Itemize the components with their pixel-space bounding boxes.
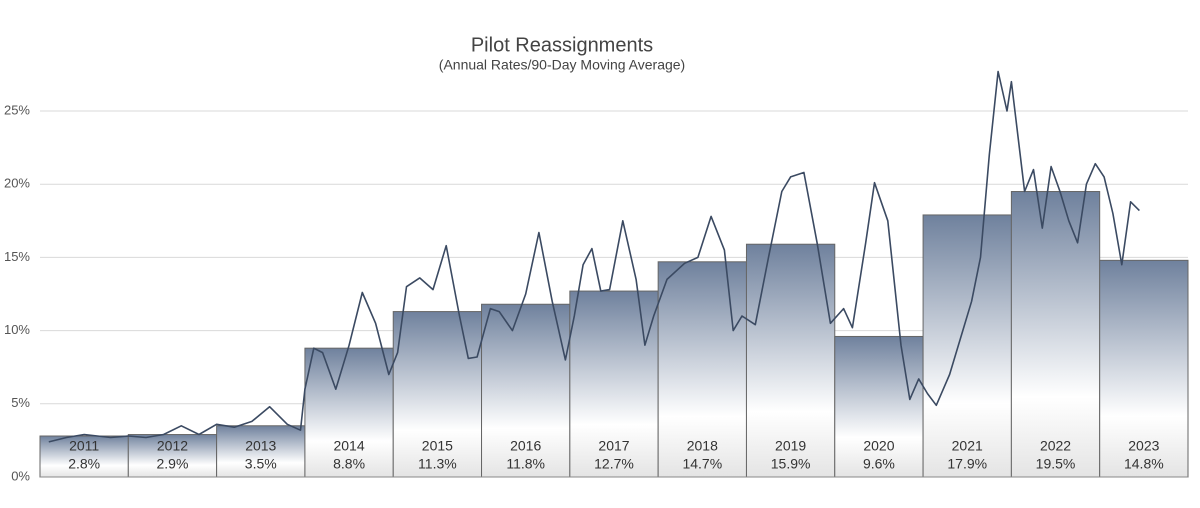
value-label: 2.8% <box>68 456 100 472</box>
bar <box>657 261 747 478</box>
bar <box>304 347 394 478</box>
y-tick-label: 15% <box>4 249 30 264</box>
bar <box>392 311 483 478</box>
value-label: 11.3% <box>418 456 457 472</box>
y-tick-label: 10% <box>4 322 30 337</box>
chart-subtitle: (Annual Rates/90-Day Moving Average) <box>439 57 685 73</box>
category-label: 2016 <box>510 438 541 454</box>
value-label: 14.7% <box>682 456 722 472</box>
value-label: 17.9% <box>947 456 987 472</box>
value-label: 2.9% <box>157 456 189 472</box>
category-label: 2019 <box>775 438 806 454</box>
category-label: 2020 <box>863 438 894 454</box>
value-label: 14.8% <box>1124 456 1164 472</box>
bar <box>1099 259 1189 478</box>
bar <box>834 335 924 478</box>
category-label: 2022 <box>1040 438 1071 454</box>
bar <box>922 214 1012 478</box>
category-label: 2014 <box>333 438 364 454</box>
category-label: 2021 <box>952 438 983 454</box>
category-label: 2012 <box>157 438 188 454</box>
chart-title: Pilot Reassignments <box>471 34 653 56</box>
category-label: 2015 <box>422 438 453 454</box>
value-label: 11.8% <box>506 456 545 472</box>
bar <box>1010 191 1101 478</box>
value-label: 3.5% <box>245 456 277 472</box>
category-label: 2023 <box>1128 438 1159 454</box>
value-label: 12.7% <box>594 456 634 472</box>
value-label: 8.8% <box>333 456 365 472</box>
y-tick-label: 25% <box>4 102 30 117</box>
category-label: 2018 <box>687 438 718 454</box>
value-label: 19.5% <box>1036 456 1076 472</box>
y-tick-label: 0% <box>11 468 30 483</box>
bar <box>481 303 571 478</box>
value-label: 15.9% <box>771 456 811 472</box>
moving-average-line <box>48 70 1140 443</box>
y-tick-label: 5% <box>11 395 30 410</box>
category-label: 2017 <box>598 438 629 454</box>
y-tick-label: 20% <box>4 176 30 191</box>
category-label: 2011 <box>69 438 99 454</box>
category-label: 2013 <box>245 438 276 454</box>
bar <box>569 290 659 478</box>
value-label: 9.6% <box>863 456 895 472</box>
